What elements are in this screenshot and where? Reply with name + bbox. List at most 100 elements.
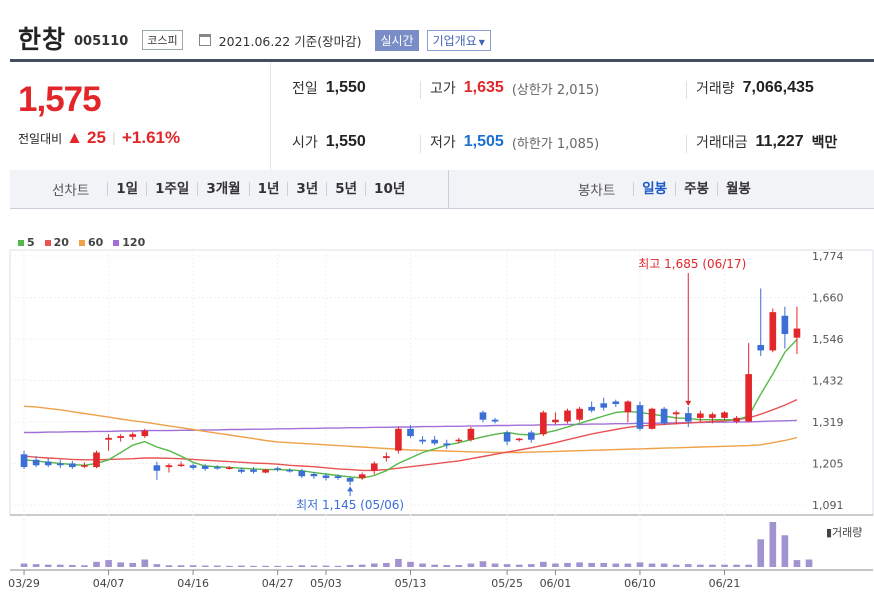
candle-body [81,465,88,467]
candle-body [455,439,463,442]
volume-bar [709,564,716,567]
calendar-icon [198,34,211,46]
prev-close-value: 1,550 [325,79,366,96]
volume-bar [576,562,583,567]
tab-monthly[interactable]: 월봉 [716,182,759,196]
candle-body [443,443,451,446]
candle-body [213,467,221,469]
candle-body [721,412,728,418]
volume-bar [370,563,378,567]
tab-1y[interactable]: 1년 [248,182,288,196]
prev-close-label: 전일 [292,81,318,97]
x-tick-label: 05/25 [491,577,523,590]
candle-body [576,408,583,420]
tab-5y[interactable]: 5년 [326,182,365,196]
company-overview-button[interactable]: 기업개요 ▼ [426,29,491,51]
tab-3y[interactable]: 3년 [287,182,326,196]
high-arrow-head [685,400,692,406]
candle-body [298,470,306,477]
volume-bar [721,564,728,567]
candle-body [467,428,475,440]
candle-body [757,344,765,351]
volume-bar [238,565,245,567]
amount-value: 11,227 [755,133,804,150]
candle-body [177,464,185,467]
low-annotation: 최저 1,145 (05/06) [296,498,404,512]
volume-bar [117,562,124,567]
lower-limit: (하한가 1,085) [511,136,600,152]
cell-separator [686,135,687,153]
x-tick-label: 05/13 [395,577,427,590]
plot-frame [9,249,874,516]
x-tick-label: 06/01 [540,577,572,590]
tab-1d[interactable]: 1일 [107,182,146,196]
stock-name: 한창 [18,25,67,54]
candle-body [153,465,161,471]
upper-limit: (상한가 2,015) [511,82,600,98]
line-chart-title: 선차트 [52,183,90,199]
candle-body [709,414,716,418]
up-triangle-icon: ▲ [66,128,83,147]
volume-bar [56,564,64,567]
open-value: 1,550 [325,133,366,150]
volume-bar [20,563,28,567]
candle-body [491,419,499,422]
candle-body [552,419,559,423]
y-tick-label: 1,432 [812,375,844,388]
volume-bar [213,565,221,567]
candle-body [395,428,402,451]
tab-daily[interactable]: 일봉 [633,182,675,196]
chart-legend: 5 20 60 120 [18,236,145,249]
volume-bar [467,563,475,567]
y-tick-label: 1,774 [812,250,844,263]
low-arrow-head [347,486,354,492]
candle-body [201,465,209,469]
volume-bar [274,565,281,567]
high-cell: 고가 1,635 (상한가 2,015) [430,78,599,98]
change-value: 25 [87,128,106,147]
high-value: 1,635 [463,79,504,96]
volume-bar [286,565,294,567]
stock-header: 한창 005110 코스피 2021.06.22 기준(장마감) 실시간 기업개… [18,18,491,58]
candle-body [600,403,608,408]
volume-bar [624,563,632,567]
volume-bar [69,564,76,567]
company-overview-label: 기업개요 [432,33,477,48]
candle-body [250,469,257,472]
volume-bar [310,565,318,567]
x-tick-label: 03/29 [8,577,40,590]
x-tick-label: 05/03 [310,577,342,590]
volume-bar [177,565,185,567]
volume-bar [189,565,197,567]
tab-3m[interactable]: 3개월 [197,182,248,196]
x-tick-label: 06/10 [624,577,656,590]
volume-bar [322,565,330,567]
volume-bar [660,563,668,567]
tab-1w[interactable]: 1주일 [146,182,197,196]
amount-unit: 백만 [811,134,838,150]
volume-bar [44,564,52,567]
legend-ma60: 60 [78,236,103,249]
volume-label: 거래량 [696,81,735,97]
volume-bar [165,565,173,567]
candle-body [117,436,124,438]
candle-body [32,459,40,466]
volume-bar [503,564,511,567]
tab-10y[interactable]: 10년 [365,182,413,196]
tab-weekly[interactable]: 주봉 [675,182,717,196]
candle-body [286,470,294,472]
open-label: 시가 [292,135,318,151]
candle-body [733,417,740,422]
volume-value: 7,066,435 [742,79,814,96]
candle-body [165,465,173,468]
candle-body [383,456,390,458]
x-tick-label: 06/21 [709,577,741,590]
realtime-button[interactable]: 실시간 [375,29,419,51]
candle-body [781,315,789,335]
volume-bar [793,560,801,567]
candle-body [540,412,547,435]
candle-body [370,463,378,471]
candle-body [419,439,426,442]
volume-bar [588,562,595,567]
